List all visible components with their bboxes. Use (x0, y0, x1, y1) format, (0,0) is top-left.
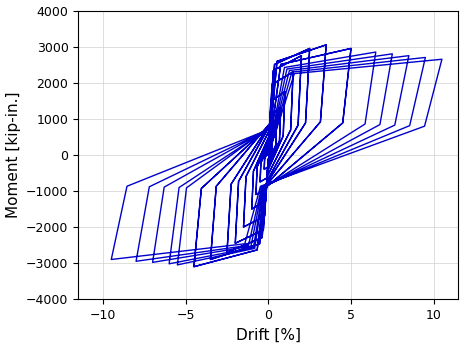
Y-axis label: Moment [kip-in.]: Moment [kip-in.] (6, 92, 20, 218)
X-axis label: Drift [%]: Drift [%] (235, 327, 300, 342)
